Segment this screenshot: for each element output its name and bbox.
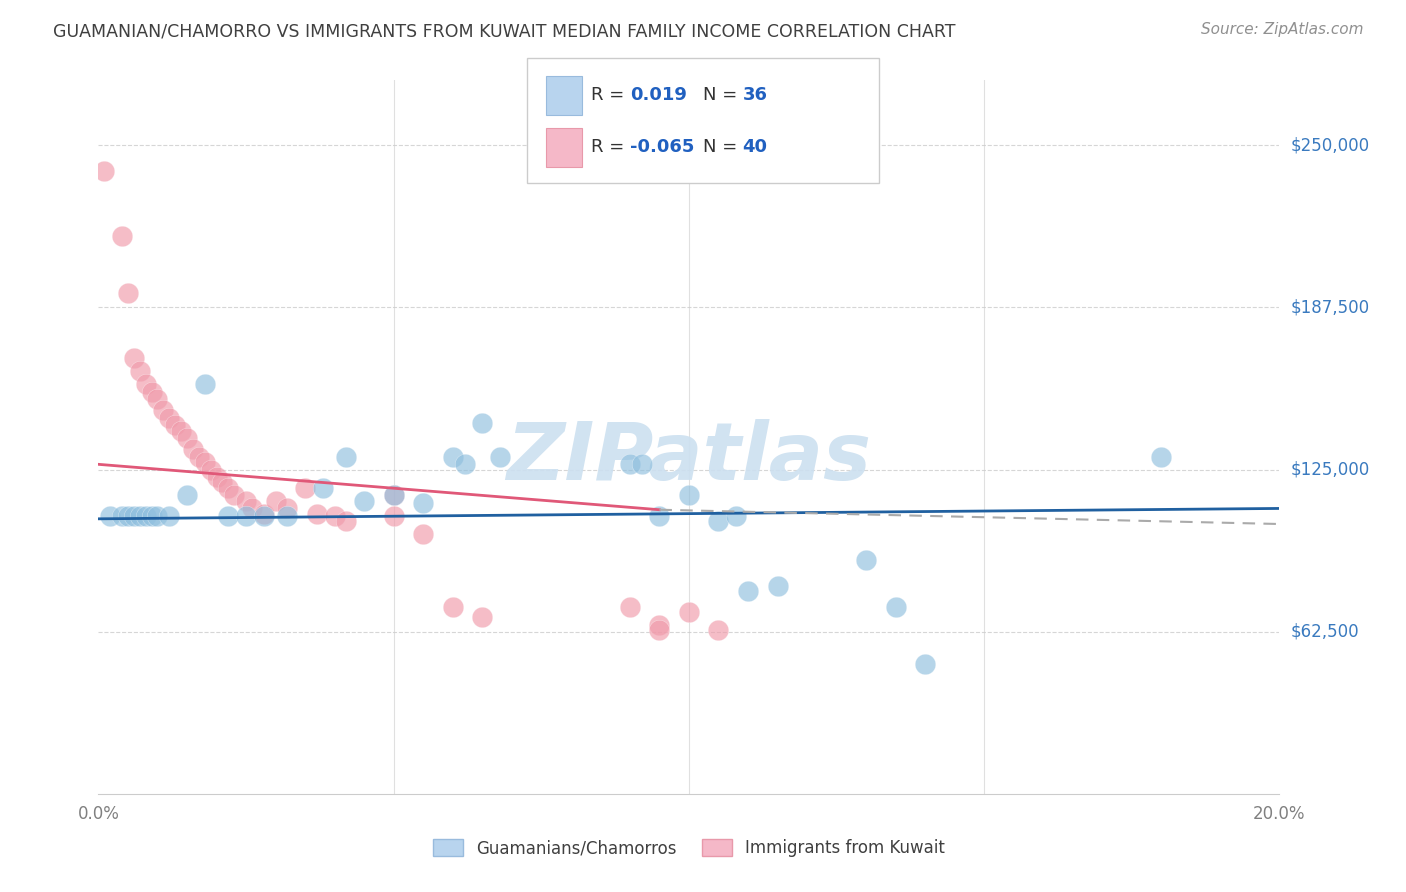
Point xyxy=(441,600,464,615)
Text: ZIPatlas: ZIPatlas xyxy=(506,419,872,498)
Point xyxy=(630,458,652,472)
Point xyxy=(111,509,134,524)
Point xyxy=(489,450,512,464)
Point xyxy=(619,600,641,615)
Point xyxy=(122,509,145,524)
Point xyxy=(276,501,298,516)
Point xyxy=(855,553,877,567)
Text: N =: N = xyxy=(703,87,742,104)
Point xyxy=(382,509,405,524)
Point xyxy=(176,431,198,445)
Point xyxy=(170,424,193,438)
Point xyxy=(211,475,233,490)
Point xyxy=(766,579,789,593)
Point xyxy=(441,450,464,464)
Point xyxy=(412,496,434,510)
Point xyxy=(165,418,187,433)
Point xyxy=(235,509,257,524)
Text: -0.065: -0.065 xyxy=(630,138,695,156)
Point xyxy=(176,488,198,502)
Point xyxy=(471,610,494,624)
Point xyxy=(187,450,209,464)
Point xyxy=(619,458,641,472)
Point xyxy=(146,509,169,524)
Point xyxy=(294,481,316,495)
Point xyxy=(707,624,730,638)
Text: $62,500: $62,500 xyxy=(1291,623,1360,640)
Point xyxy=(453,458,475,472)
Point xyxy=(240,501,263,516)
Point xyxy=(135,509,157,524)
Point xyxy=(323,509,346,524)
Point xyxy=(725,509,748,524)
Point xyxy=(117,509,139,524)
Point xyxy=(111,229,134,244)
Point xyxy=(217,481,239,495)
Point xyxy=(253,509,276,524)
Point xyxy=(194,455,217,469)
Text: R =: R = xyxy=(591,87,630,104)
Point xyxy=(217,509,239,524)
Point xyxy=(737,584,759,599)
Point xyxy=(157,509,180,524)
Point xyxy=(128,509,150,524)
Point xyxy=(648,509,671,524)
Point xyxy=(93,164,115,178)
Point xyxy=(335,515,357,529)
Point xyxy=(146,392,169,407)
Text: 36: 36 xyxy=(742,87,768,104)
Point xyxy=(335,450,357,464)
Point xyxy=(276,509,298,524)
Point xyxy=(264,493,287,508)
Point xyxy=(122,351,145,365)
Text: 0.019: 0.019 xyxy=(630,87,686,104)
Point xyxy=(648,618,671,632)
Point xyxy=(181,442,204,456)
Point xyxy=(412,527,434,541)
Point xyxy=(707,515,730,529)
Point xyxy=(678,605,700,619)
Point xyxy=(200,462,222,476)
Point xyxy=(98,509,121,524)
Text: R =: R = xyxy=(591,138,630,156)
Point xyxy=(312,481,335,495)
Text: GUAMANIAN/CHAMORRO VS IMMIGRANTS FROM KUWAIT MEDIAN FAMILY INCOME CORRELATION CH: GUAMANIAN/CHAMORRO VS IMMIGRANTS FROM KU… xyxy=(53,22,956,40)
Point xyxy=(152,402,174,417)
Text: N =: N = xyxy=(703,138,742,156)
Point xyxy=(224,488,246,502)
Point xyxy=(205,470,228,484)
Point xyxy=(353,493,375,508)
Point xyxy=(884,600,907,615)
Point xyxy=(914,657,936,672)
Point xyxy=(135,376,157,391)
Point xyxy=(235,493,257,508)
Text: $125,000: $125,000 xyxy=(1291,460,1369,478)
Point xyxy=(382,488,405,502)
Point xyxy=(678,488,700,502)
Point xyxy=(141,384,163,399)
Text: $250,000: $250,000 xyxy=(1291,136,1369,154)
Point xyxy=(1150,450,1173,464)
Text: 40: 40 xyxy=(742,138,768,156)
Point xyxy=(117,286,139,301)
Text: $187,500: $187,500 xyxy=(1291,298,1369,317)
Point xyxy=(382,488,405,502)
Text: Source: ZipAtlas.com: Source: ZipAtlas.com xyxy=(1201,22,1364,37)
Point xyxy=(471,416,494,430)
Point xyxy=(253,507,276,521)
Legend: Guamanians/Chamorros, Immigrants from Kuwait: Guamanians/Chamorros, Immigrants from Ku… xyxy=(426,832,952,864)
Point xyxy=(157,410,180,425)
Point xyxy=(648,624,671,638)
Point xyxy=(128,364,150,378)
Point xyxy=(141,509,163,524)
Point xyxy=(305,507,328,521)
Point xyxy=(194,376,217,391)
